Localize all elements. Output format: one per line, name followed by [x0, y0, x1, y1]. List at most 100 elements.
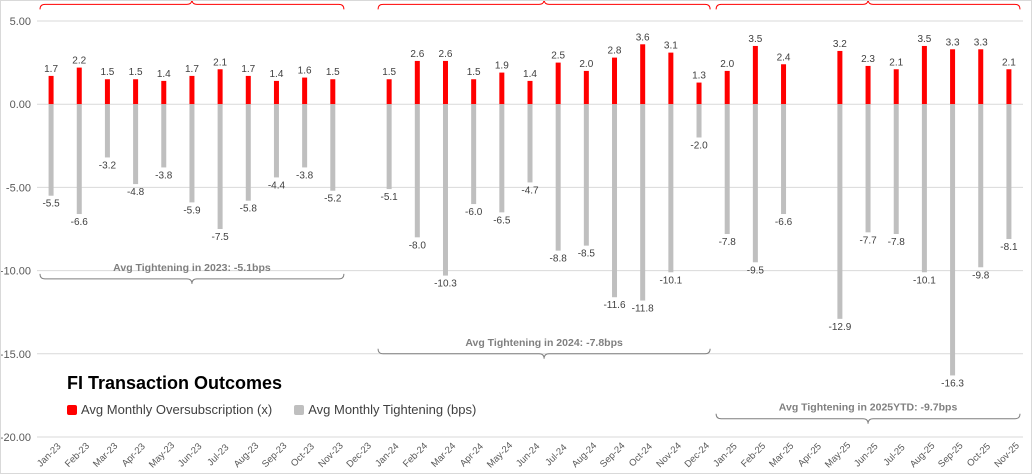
data-label-tightening: -9.5 — [747, 265, 765, 276]
data-label-tightening: -5.9 — [183, 205, 201, 216]
data-label-tightening: -3.8 — [296, 170, 314, 181]
x-tick-label: Oct-25 — [965, 441, 993, 469]
annotation-tight-2024: Avg Tightening in 2024: -7.8bps — [465, 337, 623, 349]
bar-tightening — [48, 104, 54, 196]
x-tick-label: Apr-24 — [458, 441, 486, 469]
data-label-oversubscription: 1.5 — [382, 67, 396, 78]
data-label-tightening: -6.6 — [71, 217, 89, 228]
x-tick-label: Jan-25 — [711, 441, 739, 469]
y-tick-label: -10.00 — [1, 266, 31, 278]
data-label-tightening: -10.3 — [434, 279, 457, 290]
bars — [48, 44, 1012, 376]
annotation-tight-2023: Avg Tightening in 2023: -5.1bps — [113, 262, 271, 274]
data-label-oversubscription: 2.1 — [889, 57, 903, 68]
x-tick-label: Aug-25 — [908, 441, 937, 470]
bar-oversubscription — [330, 79, 336, 105]
bar-tightening — [386, 104, 392, 190]
x-tick-label: Dec-23 — [344, 441, 373, 470]
data-label-oversubscription: 1.5 — [326, 67, 340, 78]
x-tick-label: Feb-25 — [739, 441, 768, 470]
data-label-oversubscription: 3.6 — [636, 32, 650, 43]
data-label-oversubscription: 2.6 — [410, 49, 424, 60]
bar-tightening — [414, 104, 420, 238]
bar-tightening — [555, 104, 561, 251]
data-label-tightening: -12.9 — [828, 322, 851, 333]
bar-tightening — [471, 104, 477, 205]
x-tick-label: Mar-23 — [91, 441, 120, 470]
data-label-oversubscription: 1.7 — [185, 64, 199, 75]
bar-oversubscription — [837, 50, 843, 105]
bar-tightening — [133, 104, 139, 185]
data-label-oversubscription: 2.1 — [213, 57, 227, 68]
legend-swatch-oversubscription — [67, 404, 77, 415]
data-label-oversubscription: 2.3 — [861, 54, 875, 65]
data-label-oversubscription: 1.5 — [100, 67, 114, 78]
x-tick-label: Dec-24 — [683, 441, 712, 470]
x-tick-label: Jan-24 — [373, 441, 401, 469]
x-tick-label: Aug-23 — [232, 441, 261, 470]
bar-tightening — [583, 104, 589, 246]
bar-tightening — [104, 104, 110, 158]
x-tick-label: May-23 — [147, 440, 177, 470]
data-label-oversubscription: 3.1 — [664, 41, 678, 52]
x-tick-label: Jun-25 — [852, 441, 880, 469]
bar-oversubscription — [696, 82, 702, 105]
bar-tightening — [161, 104, 167, 168]
data-label-tightening: -10.1 — [659, 275, 682, 286]
x-tick-label: Jul-25 — [881, 442, 907, 468]
data-label-tightening: -11.6 — [603, 300, 625, 311]
data-label-tightening: -8.5 — [578, 249, 596, 260]
legend-label-oversubscription: Avg Monthly Oversubscription (x) — [81, 402, 273, 417]
bar-tightening — [950, 104, 956, 376]
data-label-tightening: -5.2 — [324, 194, 342, 205]
data-label-oversubscription: 2.5 — [551, 51, 565, 62]
bar-oversubscription — [499, 72, 505, 105]
bar-tightening — [724, 104, 730, 234]
data-label-oversubscription: 1.7 — [44, 64, 58, 75]
bracket-tight-2023 — [39, 273, 345, 284]
bar-oversubscription — [471, 79, 477, 105]
bar-tightening — [273, 104, 279, 178]
bar-oversubscription — [724, 70, 730, 105]
y-tick-label: 0.00 — [10, 99, 31, 111]
data-label-tightening: -8.8 — [550, 254, 568, 265]
data-label-oversubscription: 2.1 — [1002, 57, 1016, 68]
bar-tightening — [245, 104, 251, 201]
x-tick-label: Aug-24 — [570, 441, 599, 470]
data-label-tightening: -6.0 — [465, 207, 483, 218]
data-label-oversubscription: 3.3 — [974, 37, 988, 48]
data-label-tightening: -8.1 — [1000, 242, 1018, 253]
data-label-tightening: -2.0 — [690, 140, 708, 151]
x-tick-label: Nov-25 — [992, 441, 1021, 470]
bar-tightening — [865, 104, 871, 233]
bar-oversubscription — [583, 70, 589, 105]
bar-oversubscription — [161, 80, 167, 105]
bar-oversubscription — [527, 80, 533, 105]
bar-tightening — [1006, 104, 1012, 239]
annotation-tight-2025: Avg Tightening in 2025YTD: -9.7bps — [779, 402, 958, 414]
data-label-tightening: -3.2 — [99, 160, 117, 171]
y-tick-label: -15.00 — [1, 349, 31, 361]
bar-tightening — [752, 104, 758, 263]
bracket-oversub-2024 — [377, 1, 711, 10]
bar-oversubscription — [640, 44, 646, 105]
x-tick-label: May-24 — [485, 440, 515, 470]
bar-oversubscription — [245, 75, 251, 105]
data-label-tightening: -3.8 — [155, 170, 173, 181]
bar-tightening — [696, 104, 702, 138]
data-label-oversubscription: 1.3 — [692, 71, 706, 82]
x-tick-label: Sep-24 — [598, 441, 627, 470]
data-label-oversubscription: 2.2 — [72, 56, 86, 67]
bar-oversubscription — [217, 69, 223, 105]
data-labels: 1.7 2.2 1.5 1.5 1.4 1.7 2.1 1.7 1.4 1.6 1.5 1.5 2.6 2… — [42, 32, 1017, 389]
bar-oversubscription — [781, 64, 787, 105]
bar-tightening — [837, 104, 843, 319]
bar-oversubscription — [442, 60, 448, 105]
data-label-tightening: -4.4 — [268, 180, 286, 191]
bar-oversubscription — [414, 60, 420, 105]
bar-oversubscription — [893, 69, 899, 105]
data-label-tightening: -6.6 — [775, 217, 793, 228]
bar-tightening — [978, 104, 984, 268]
legend-swatch-tightening — [294, 404, 305, 415]
